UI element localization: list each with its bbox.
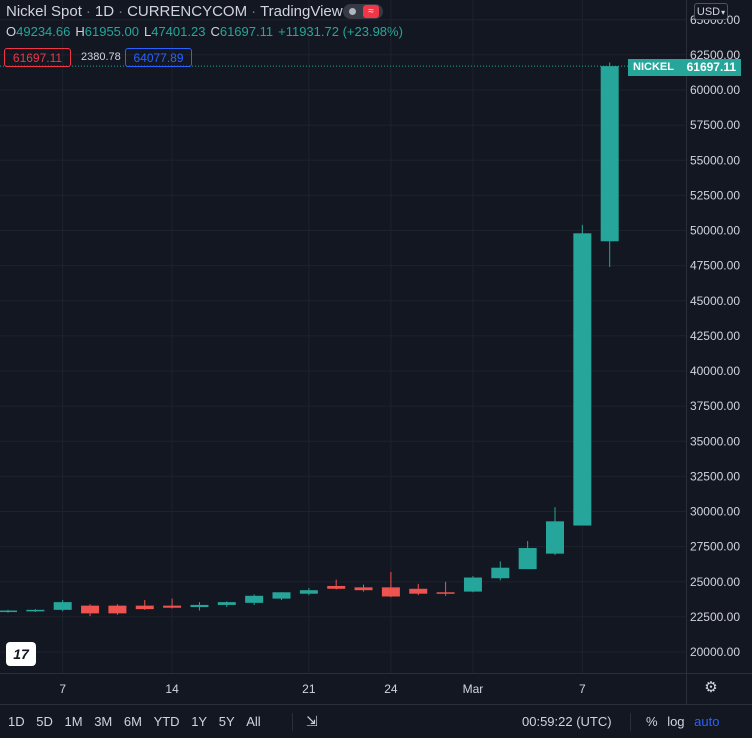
- high-value: 61955.00: [84, 24, 139, 39]
- y-tick-label: 60000.00: [690, 83, 740, 97]
- candle-body[interactable]: [463, 577, 482, 592]
- range-ytd-button[interactable]: YTD: [153, 714, 180, 729]
- y-tick-label: 50000.00: [690, 224, 740, 238]
- y-tick-label: 45000.00: [690, 294, 740, 308]
- candle-body[interactable]: [53, 602, 72, 610]
- candle-body[interactable]: [354, 587, 373, 591]
- candle-body[interactable]: [573, 233, 592, 526]
- y-tick-label: 55000.00: [690, 153, 740, 167]
- y-tick-label: 20000.00: [690, 645, 740, 659]
- y-tick-label: 47500.00: [690, 259, 740, 273]
- range-5y-button[interactable]: 5Y: [218, 714, 235, 729]
- candle-body[interactable]: [381, 587, 400, 597]
- price-tag-value: 61697.11: [686, 60, 736, 74]
- y-tick-label: 62500.00: [690, 48, 740, 62]
- x-tick-label: 7: [579, 682, 586, 696]
- candle-body[interactable]: [108, 605, 127, 614]
- y-tick-label: 37500.00: [690, 399, 740, 413]
- range-1y-button[interactable]: 1Y: [191, 714, 208, 729]
- candle-body[interactable]: [135, 605, 154, 610]
- bottom-toolbar: 1D 5D 1M 3M 6M YTD 1Y 5Y All ⇲ 00:59:22 …: [0, 704, 752, 738]
- y-tick-label: 27500.00: [690, 540, 740, 554]
- price-tag-symbol: NICKEL: [633, 61, 674, 73]
- live-dot-icon: [349, 8, 356, 15]
- y-tick-label: 25000.00: [690, 575, 740, 589]
- x-tick-label: 24: [384, 682, 398, 696]
- candle-body[interactable]: [409, 588, 428, 594]
- exchange-label: CURRENCYCOM: [127, 3, 248, 20]
- range-1d-button[interactable]: 1D: [8, 714, 25, 729]
- candle-body[interactable]: [272, 592, 291, 599]
- low-label: L: [143, 24, 152, 39]
- platform-label: TradingView: [260, 3, 343, 20]
- y-tick-label: 57500.00: [690, 118, 740, 132]
- candle-body[interactable]: [600, 66, 619, 242]
- low-value: 47401.23: [151, 24, 206, 39]
- candle-body[interactable]: [26, 609, 45, 612]
- y-tick-label: 35000.00: [690, 434, 740, 448]
- candlestick-chart[interactable]: 20000.00 22500.00 25000.00 27500.00 30000.00…: [0, 0, 752, 704]
- tradingview-logo-icon[interactable]: 17: [6, 642, 36, 666]
- wave-icon: ≈: [363, 5, 379, 18]
- x-tick-label: Mar: [463, 682, 484, 696]
- x-tick-label: 21: [302, 682, 316, 696]
- symbol-title[interactable]: Nickel Spot: [6, 3, 82, 20]
- candle-body[interactable]: [245, 595, 264, 603]
- candle-body[interactable]: [491, 567, 510, 579]
- candle-body[interactable]: [217, 602, 236, 605]
- y-tick-label: 22500.00: [690, 610, 740, 624]
- candle-body[interactable]: [81, 605, 100, 614]
- range-buttons: 1D 5D 1M 3M 6M YTD 1Y 5Y All: [4, 714, 265, 729]
- gear-icon[interactable]: ⚙: [704, 679, 718, 696]
- utc-clock[interactable]: 00:59:22 (UTC): [522, 714, 612, 729]
- y-tick-label: 40000.00: [690, 364, 740, 378]
- currency-select[interactable]: USD: [694, 3, 728, 20]
- scale-buttons: % log auto: [646, 714, 725, 729]
- candle-body[interactable]: [518, 548, 537, 570]
- ask-price-button[interactable]: 64077.89: [125, 48, 192, 67]
- bid-price-button[interactable]: 61697.11: [4, 48, 71, 67]
- change-value: +11931.72 (+23.98%): [278, 24, 403, 39]
- ohlc-legend: O49234.66 H61955.00 L47401.23 C61697.11 +119…: [6, 24, 408, 39]
- chart-header: Nickel Spot · 1D · CURRENCYCOM · TradingView: [6, 3, 343, 20]
- candle-body[interactable]: [190, 604, 209, 608]
- x-tick-label: 14: [165, 682, 179, 696]
- candle-body[interactable]: [546, 521, 564, 554]
- market-status-badge[interactable]: ≈: [343, 4, 383, 19]
- close-value: 61697.11: [219, 24, 274, 39]
- range-1m-button[interactable]: 1M: [64, 714, 83, 729]
- toolbar-divider: [630, 713, 631, 731]
- open-value: 49234.66: [16, 24, 71, 39]
- y-tick-label: 32500.00: [690, 469, 740, 483]
- log-scale-button[interactable]: log: [667, 714, 685, 729]
- close-label: C: [210, 24, 220, 39]
- percent-scale-button[interactable]: %: [646, 714, 658, 729]
- candle-body[interactable]: [0, 610, 17, 613]
- y-tick-label: 42500.00: [690, 329, 740, 343]
- interval-label: 1D: [94, 3, 115, 20]
- spread-value: 2380.78: [81, 51, 121, 63]
- candle-body[interactable]: [163, 605, 182, 608]
- open-label: O: [6, 24, 17, 39]
- auto-scale-button[interactable]: auto: [694, 714, 720, 729]
- candle-body[interactable]: [299, 590, 318, 594]
- x-tick-label: 7: [59, 682, 66, 696]
- toolbar-divider: [292, 713, 293, 731]
- candle-body[interactable]: [327, 585, 346, 589]
- range-6m-button[interactable]: 6M: [123, 714, 142, 729]
- range-all-button[interactable]: All: [246, 714, 261, 729]
- goto-date-icon[interactable]: ⇲: [306, 713, 318, 729]
- last-price-tag: NICKEL 61697.11: [628, 59, 741, 76]
- range-3m-button[interactable]: 3M: [94, 714, 113, 729]
- y-tick-label: 52500.00: [690, 188, 740, 202]
- candle-body[interactable]: [436, 592, 455, 594]
- y-tick-label: 30000.00: [690, 505, 740, 519]
- range-5d-button[interactable]: 5D: [36, 714, 53, 729]
- high-label: H: [75, 24, 85, 39]
